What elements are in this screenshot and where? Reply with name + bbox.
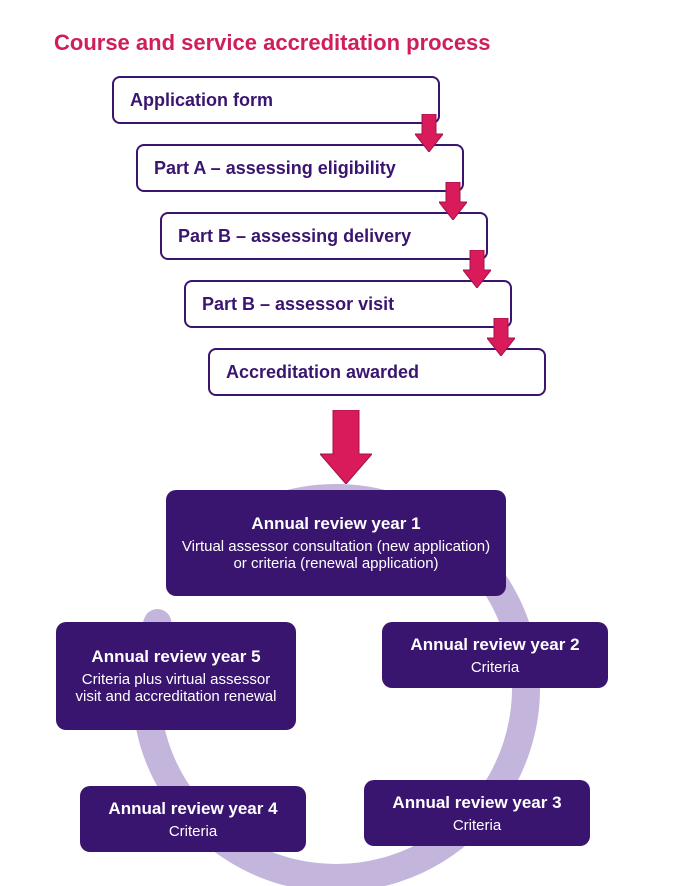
review-year-subtitle: Criteria plus virtual assessor visit and… <box>70 671 282 705</box>
review-year-subtitle: Criteria <box>471 659 519 676</box>
review-year-title: Annual review year 1 <box>251 514 420 534</box>
review-year-box-1: Annual review year 1 Virtual assessor con… <box>166 490 506 596</box>
review-year-subtitle: Criteria <box>453 817 501 834</box>
review-year-title: Annual review year 2 <box>410 635 579 655</box>
review-year-title: Annual review year 5 <box>91 647 260 667</box>
review-year-box-5: Annual review year 5 Criteria plus virtua… <box>56 622 296 730</box>
review-year-subtitle: Criteria <box>169 823 217 840</box>
review-year-subtitle: Virtual assessor consultation (new appli… <box>180 538 492 572</box>
review-cycle-ring <box>0 0 684 886</box>
review-year-box-2: Annual review year 2 Criteria <box>382 622 608 688</box>
review-year-title: Annual review year 4 <box>108 799 277 819</box>
review-year-box-4: Annual review year 4 Criteria <box>80 786 306 852</box>
review-year-title: Annual review year 3 <box>392 793 561 813</box>
review-year-box-3: Annual review year 3 Criteria <box>364 780 590 846</box>
